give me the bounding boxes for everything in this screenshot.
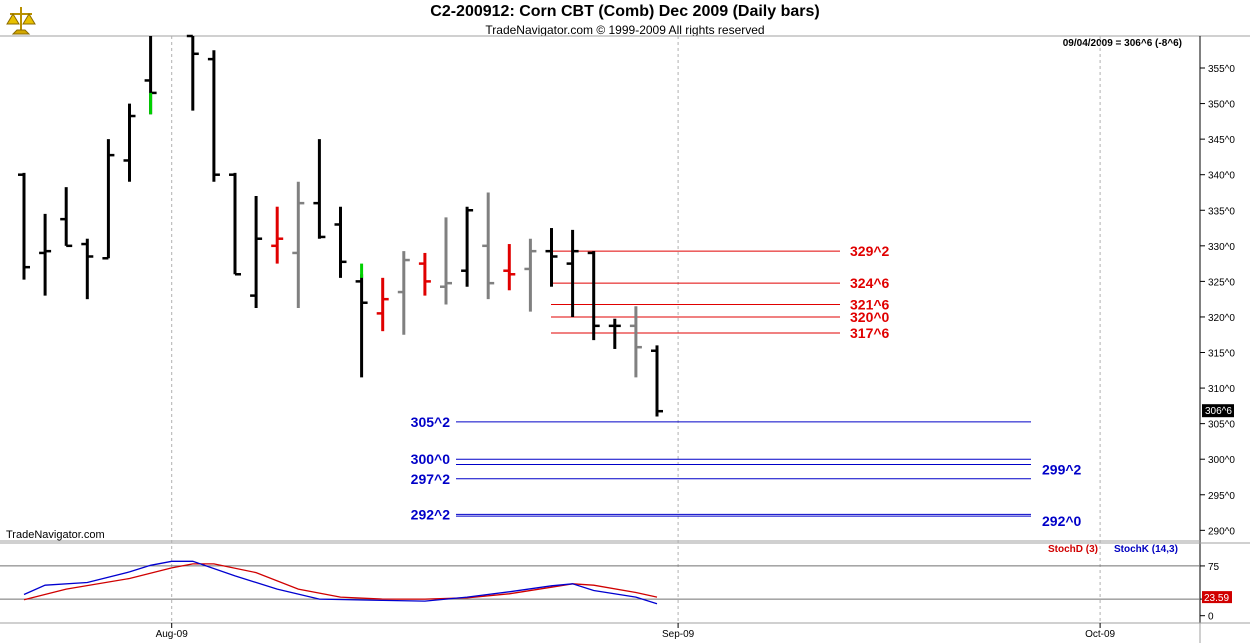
price-tick-label-7: 320^0 — [1208, 313, 1235, 324]
price-tick-label-8: 315^0 — [1208, 349, 1235, 360]
price-tick-label-12: 295^0 — [1208, 491, 1235, 502]
date-label-0: Aug-09 — [156, 629, 189, 640]
support-label-4: 292^2 — [411, 506, 451, 522]
ohlc-bar-19 — [440, 217, 452, 305]
price-tick-label-11: 300^0 — [1208, 455, 1235, 466]
ohlc-bar-26 — [587, 251, 600, 341]
ohlc-bar-24 — [545, 228, 558, 287]
ohlc-bar-0 — [18, 172, 30, 280]
ohlc-bar-6 — [144, 36, 157, 115]
last-price-label: 306^6 — [1205, 406, 1232, 417]
last-price-marker: 306^6 — [1202, 404, 1234, 418]
price-bars — [18, 34, 663, 417]
date-label-1: Sep-09 — [662, 629, 695, 640]
frame — [0, 35, 1250, 643]
resistance-label-3: 320^0 — [850, 309, 890, 325]
price-tick-label-1: 350^0 — [1208, 100, 1235, 111]
price-tick-label-4: 335^0 — [1208, 206, 1235, 217]
ohlc-bar-20 — [461, 206, 474, 287]
support-label-5: 292^0 — [1042, 513, 1082, 529]
price-tick-label-10: 305^0 — [1208, 420, 1235, 431]
date-axis: Aug-09 Sep-09 Oct-09 — [156, 623, 1116, 640]
ohlc-bar-12 — [292, 181, 305, 309]
resistance-label-0: 329^2 — [850, 243, 890, 259]
ohlc-bar-1 — [39, 213, 52, 296]
stoch-last-label: 23.59 — [1204, 593, 1229, 604]
ohlc-bar-9 — [229, 172, 241, 276]
ohlc-bar-7 — [186, 34, 199, 111]
price-tick-label-0: 355^0 — [1208, 64, 1235, 75]
ohlc-bar-27 — [608, 318, 621, 349]
price-readout: 09/04/2009 = 306^6 (-8^6) — [1062, 38, 1182, 49]
ohlc-bar-22 — [503, 244, 516, 291]
price-tick-label-3: 340^0 — [1208, 171, 1235, 182]
support-label-1: 300^0 — [411, 451, 451, 467]
support-label-3: 297^2 — [411, 471, 451, 487]
ohlc-bar-2 — [60, 187, 73, 248]
price-tick-label-9: 310^0 — [1208, 384, 1235, 395]
support-label-2: 299^2 — [1042, 462, 1082, 478]
ohlc-bar-3 — [81, 238, 94, 300]
support-label-0: 305^2 — [411, 414, 451, 430]
stoch-series-0 — [23, 563, 658, 601]
ohlc-bar-23 — [524, 238, 537, 312]
ohlc-bar-28 — [629, 306, 642, 378]
price-tick-label-5: 330^0 — [1208, 242, 1235, 253]
stoch-tick-label-0: 75 — [1208, 562, 1220, 573]
stochastic-lines: 23.59 — [23, 560, 1232, 605]
price-axis: 355^0 350^0 345^0 340^0 335^0 330^0 325^0 320^0… — [1200, 64, 1235, 537]
price-tick-label-13: 290^0 — [1208, 526, 1235, 537]
ohlc-bar-21 — [482, 192, 495, 300]
stoch-series-1 — [23, 560, 658, 605]
legend-stochk[interactable]: StochK (14,3) — [1114, 544, 1178, 555]
ohlc-bar-10 — [250, 196, 263, 309]
stoch-last-box — [1202, 591, 1232, 604]
stoch-tick-label-2: 0 — [1208, 612, 1214, 623]
date-label-2: Oct-09 — [1085, 629, 1115, 640]
last-price-box — [1202, 404, 1234, 418]
ohlc-bar-25 — [566, 229, 579, 317]
resistance-label-4: 317^6 — [850, 325, 890, 341]
price-tick-label-6: 325^0 — [1208, 277, 1235, 288]
ohlc-bar-15 — [355, 263, 368, 378]
ohlc-bar-5 — [123, 103, 136, 182]
stochastic-axis: 75250 — [0, 562, 1220, 623]
ohlc-bar-14 — [334, 206, 347, 278]
ohlc-bar-8 — [207, 50, 220, 182]
vertical-gridlines — [171, 36, 1101, 623]
chart-title: C2-200912: Corn CBT (Comb) Dec 2009 (Dai… — [430, 3, 820, 20]
trade-navigator-logo-icon[interactable] — [4, 4, 38, 38]
ohlc-bar-29 — [651, 345, 663, 417]
ohlc-bar-17 — [397, 251, 410, 335]
ohlc-bar-13 — [313, 139, 326, 239]
ohlc-bar-18 — [418, 252, 431, 296]
price-tick-label-2: 345^0 — [1208, 135, 1235, 146]
resistance-label-2: 321^6 — [850, 297, 890, 313]
copyright-subtitle: TradeNavigator.com © 1999-2009 All right… — [485, 23, 765, 37]
ohlc-bar-4 — [102, 139, 115, 260]
legend-stochd[interactable]: StochD (3) — [1048, 544, 1098, 555]
resistance-label-1: 324^6 — [850, 275, 890, 291]
ohlc-bar-16 — [376, 277, 389, 332]
ohlc-bar-11 — [271, 206, 284, 264]
watermark-label: TradeNavigator.com — [6, 529, 105, 541]
